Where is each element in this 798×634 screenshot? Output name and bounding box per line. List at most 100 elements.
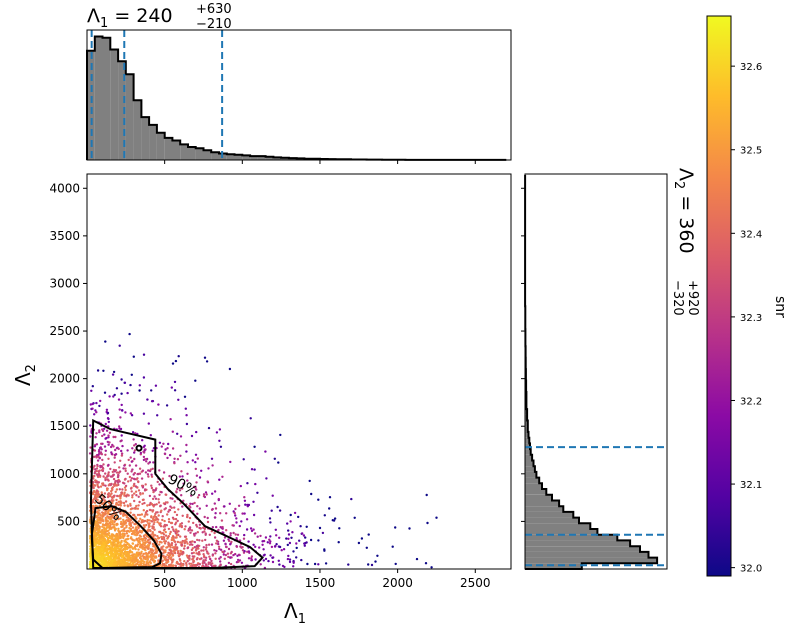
scatter-point xyxy=(195,552,198,555)
scatter-point xyxy=(106,495,110,499)
scatter-point xyxy=(297,515,300,519)
scatter-point xyxy=(106,538,110,542)
scatter-point xyxy=(143,444,146,447)
scatter-point xyxy=(105,429,109,432)
scatter-point xyxy=(100,491,103,494)
y-tick-label: 2000 xyxy=(49,372,80,386)
scatter-point xyxy=(150,558,153,561)
scatter-point xyxy=(285,537,288,540)
scatter-point xyxy=(135,494,138,497)
scatter-point xyxy=(143,451,146,454)
scatter-point xyxy=(110,499,114,502)
scatter-point xyxy=(105,408,109,411)
scatter-point xyxy=(176,519,179,523)
scatter-point xyxy=(175,536,178,539)
scatter-point xyxy=(190,494,193,497)
scatter-point xyxy=(157,403,160,406)
scatter-point xyxy=(110,490,113,493)
scatter-point xyxy=(230,550,233,554)
scatter-point xyxy=(308,479,311,483)
scatter-point xyxy=(173,457,176,460)
scatter-point xyxy=(222,553,225,556)
scatter-point xyxy=(97,492,100,496)
scatter-point xyxy=(184,407,187,410)
scatter-point xyxy=(115,538,119,541)
scatter-point xyxy=(94,538,97,541)
scatter-point xyxy=(110,451,113,454)
scatter-point xyxy=(123,493,126,496)
scatter-point xyxy=(138,538,141,541)
scatter-point xyxy=(234,507,237,511)
scatter-point xyxy=(137,564,141,567)
scatter-point xyxy=(149,529,152,533)
scatter-point xyxy=(150,389,153,392)
scatter-point xyxy=(323,514,326,517)
scatter-point xyxy=(153,561,156,564)
scatter-point xyxy=(172,517,175,521)
scatter-point xyxy=(304,536,307,539)
x-tick-label: 1000 xyxy=(227,576,258,590)
scatter-point xyxy=(256,535,259,538)
scatter-point xyxy=(121,444,124,448)
scatter-point xyxy=(129,479,132,482)
lambda1-histogram-bar xyxy=(141,117,150,160)
scatter-point xyxy=(95,401,98,405)
scatter-point xyxy=(115,387,119,390)
scatter-point xyxy=(148,508,152,512)
lambda2-histogram-bar xyxy=(525,540,631,547)
scatter-point xyxy=(166,553,169,557)
scatter-point xyxy=(135,538,138,541)
scatter-point xyxy=(160,541,163,544)
scatter-point xyxy=(167,520,171,524)
lambda2-histogram-bar xyxy=(525,494,552,501)
scatter-point xyxy=(198,507,201,510)
scatter-point xyxy=(158,483,161,486)
scatter-point xyxy=(214,552,217,555)
scatter-point xyxy=(153,521,156,524)
scatter-point xyxy=(113,559,117,563)
scatter-point xyxy=(126,564,129,567)
scatter-point xyxy=(127,519,130,523)
scatter-point xyxy=(195,545,198,548)
scatter-point xyxy=(132,547,135,550)
scatter-point xyxy=(139,517,142,520)
scatter-point xyxy=(217,528,220,532)
scatter-point xyxy=(262,548,265,551)
scatter-point xyxy=(196,457,199,460)
scatter-point xyxy=(207,543,211,546)
scatter-point xyxy=(241,546,244,549)
scatter-point xyxy=(235,545,239,548)
scatter-point xyxy=(96,463,99,467)
scatter-point xyxy=(124,467,127,470)
scatter-point xyxy=(111,563,115,566)
scatter-point xyxy=(111,443,114,447)
scatter-point xyxy=(142,535,146,538)
scatter-point xyxy=(103,445,107,448)
scatter-point xyxy=(218,557,221,560)
scatter-point xyxy=(147,545,150,549)
scatter-point xyxy=(111,470,115,474)
scatter-point xyxy=(174,517,178,521)
scatter-point xyxy=(123,464,126,467)
scatter-point xyxy=(98,536,102,539)
scatter-point xyxy=(161,515,164,518)
scatter-point xyxy=(131,521,134,524)
scatter-point xyxy=(183,535,187,538)
scatter-point xyxy=(220,519,224,522)
scatter-point xyxy=(261,543,264,546)
scatter-point xyxy=(234,552,237,556)
scatter-point xyxy=(88,452,92,455)
scatter-point xyxy=(151,531,154,534)
scatter-point xyxy=(101,482,104,485)
scatter-point xyxy=(194,461,197,464)
scatter-point xyxy=(103,539,106,542)
scatter-point xyxy=(170,506,173,509)
scatter-point xyxy=(96,369,100,372)
scatter-point xyxy=(303,542,306,545)
scatter-point xyxy=(132,564,136,567)
lambda2-histogram-bar xyxy=(525,466,535,472)
scatter-point xyxy=(121,409,124,412)
scatter-point xyxy=(123,557,127,560)
scatter-point xyxy=(122,521,126,524)
scatter-point xyxy=(219,526,222,529)
